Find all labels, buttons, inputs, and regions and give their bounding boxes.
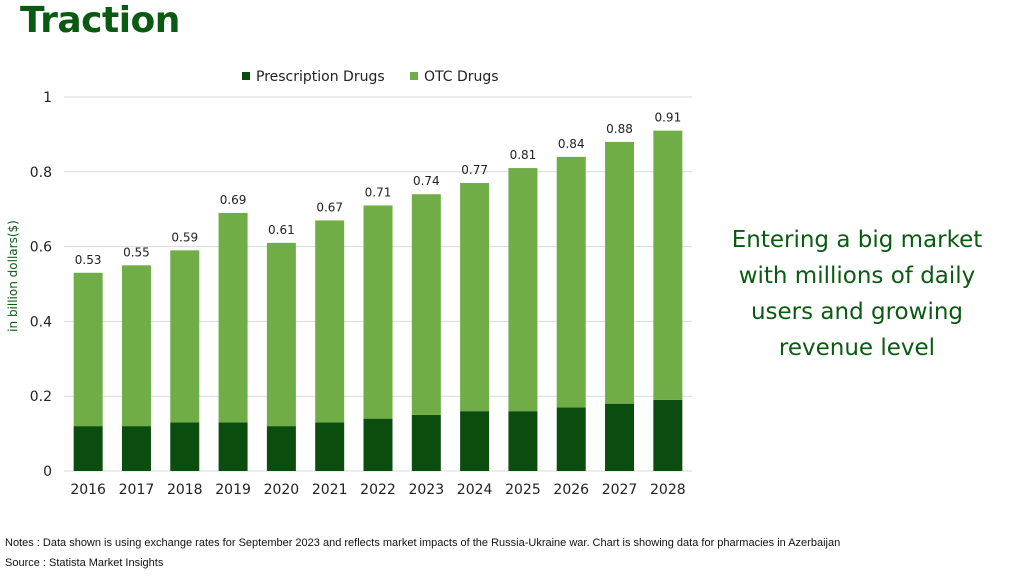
bar-otc-2025: [508, 168, 538, 412]
market-statement: Entering a big market with millions of d…: [731, 227, 983, 361]
data-label-2026: 0.84: [558, 137, 585, 151]
y-tick-label-0: 0: [43, 464, 52, 480]
x-tick-label-2019: 2019: [215, 482, 251, 498]
x-tick-label-2025: 2025: [505, 482, 541, 498]
legend-label-otc: OTC Drugs: [424, 69, 499, 85]
bar-prescription-2017: [121, 426, 151, 471]
legend-label-prescription: Prescription Drugs: [256, 69, 385, 85]
y-tick-label-4: 0.8: [30, 165, 52, 181]
bar-prescription-2025: [508, 411, 538, 471]
chart-notes: Notes : Data shown is using exchange rat…: [5, 537, 841, 549]
bar-otc-2027: [605, 141, 635, 404]
bar-otc-2023: [411, 194, 441, 415]
data-label-2024: 0.77: [461, 163, 488, 177]
data-label-2021: 0.67: [316, 200, 343, 214]
bar-prescription-2021: [315, 422, 345, 471]
bar-otc-2020: [266, 242, 296, 427]
x-tick-label-2028: 2028: [650, 482, 686, 498]
bar-otc-2028: [653, 130, 683, 400]
data-label-2017: 0.55: [123, 245, 150, 259]
data-label-2027: 0.88: [606, 122, 633, 136]
x-tick-label-2018: 2018: [167, 482, 203, 498]
bar-otc-2018: [170, 250, 200, 423]
data-label-2020: 0.61: [268, 223, 295, 237]
x-tick-label-2022: 2022: [360, 482, 396, 498]
bar-otc-2024: [460, 183, 490, 412]
slide-title: Traction: [20, 0, 180, 41]
x-tick-label-2026: 2026: [553, 482, 589, 498]
bar-otc-2026: [556, 156, 586, 408]
bar-otc-2021: [315, 220, 345, 423]
y-axis-label: in billion dollars($): [6, 220, 20, 332]
x-tick-label-2023: 2023: [408, 482, 444, 498]
data-label-2018: 0.59: [171, 230, 198, 244]
bar-otc-2022: [363, 205, 393, 419]
y-tick-label-3: 0.6: [30, 240, 52, 256]
x-tick-label-2016: 2016: [70, 482, 106, 498]
y-tick-label-5: 1: [43, 90, 52, 106]
bar-prescription-2016: [73, 426, 103, 471]
x-tick-label-2024: 2024: [457, 482, 493, 498]
bar-otc-2017: [121, 265, 151, 427]
bar-prescription-2026: [556, 407, 586, 471]
bar-otc-2016: [73, 272, 103, 427]
bar-prescription-2024: [460, 411, 490, 471]
bar-prescription-2020: [266, 426, 296, 471]
x-tick-label-2017: 2017: [119, 482, 155, 498]
bar-prescription-2022: [363, 418, 393, 471]
bar-prescription-2019: [218, 422, 248, 471]
x-tick-label-2020: 2020: [264, 482, 300, 498]
legend-swatch-prescription: [242, 72, 250, 80]
bar-prescription-2028: [653, 399, 683, 471]
x-tick-label-2021: 2021: [312, 482, 348, 498]
data-label-2023: 0.74: [413, 174, 440, 188]
y-tick-label-2: 0.4: [30, 314, 52, 330]
data-label-2019: 0.69: [220, 193, 247, 207]
y-tick-label-1: 0.2: [30, 389, 52, 405]
bar-prescription-2018: [170, 422, 200, 471]
bar-otc-2019: [218, 212, 248, 423]
data-label-2025: 0.81: [510, 148, 537, 162]
chart-source: Source : Statista Market Insights: [5, 557, 164, 569]
data-label-2022: 0.71: [365, 185, 392, 199]
legend-swatch-otc: [410, 72, 418, 80]
bar-prescription-2027: [605, 403, 635, 471]
data-label-2016: 0.53: [75, 253, 102, 267]
data-label-2028: 0.91: [654, 111, 681, 125]
x-tick-label-2027: 2027: [602, 482, 638, 498]
bar-prescription-2023: [411, 414, 441, 471]
